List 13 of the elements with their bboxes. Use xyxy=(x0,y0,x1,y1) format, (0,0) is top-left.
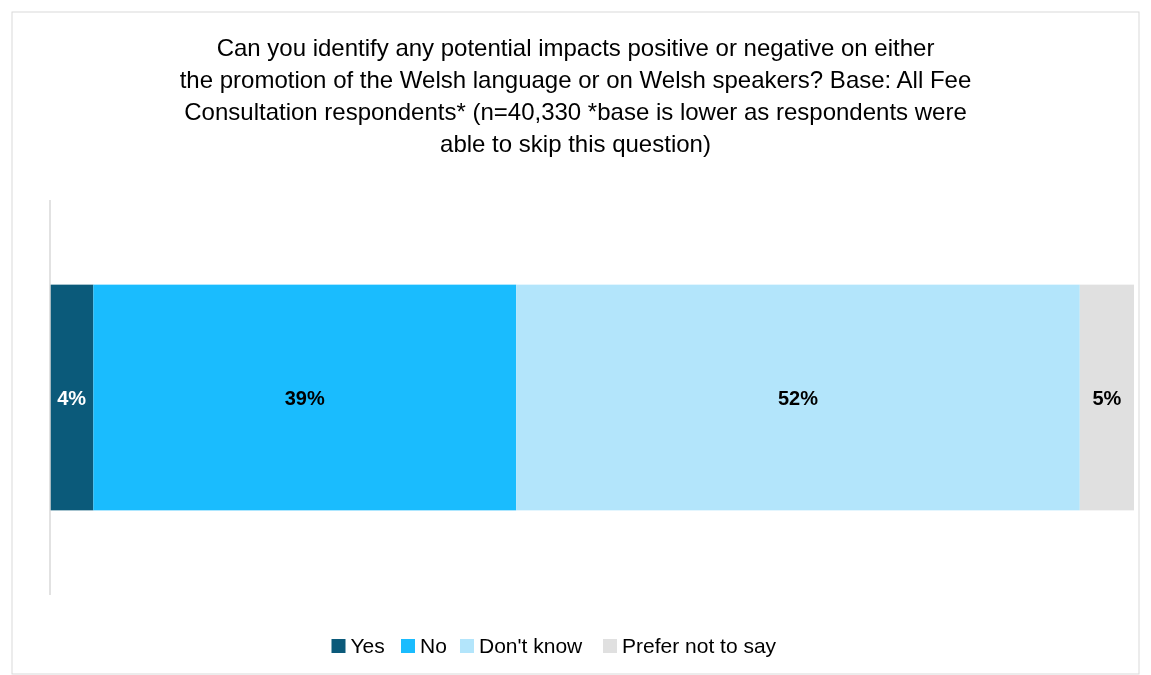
data-label: 5% xyxy=(1092,386,1122,409)
bar xyxy=(516,284,1080,511)
legend-label: Don't know xyxy=(479,634,584,658)
chart-title: Can you identify any potential impacts positive or negative on either the promotion of the Welsh language or on Welsh speakers? Base: All Fee Consultation respondents* (n=40,330 *base is lower as respondents were able to skip this question) xyxy=(179,34,972,157)
legend-label: Yes xyxy=(350,634,385,658)
legend-label: No xyxy=(420,634,447,658)
data-label: 52% xyxy=(777,386,819,409)
bar xyxy=(1079,284,1134,511)
data-label: 39% xyxy=(284,386,325,409)
bar xyxy=(93,284,517,511)
data-label: 4% xyxy=(57,386,87,409)
legend-label: Prefer not to say xyxy=(622,634,777,658)
bar xyxy=(50,284,94,511)
